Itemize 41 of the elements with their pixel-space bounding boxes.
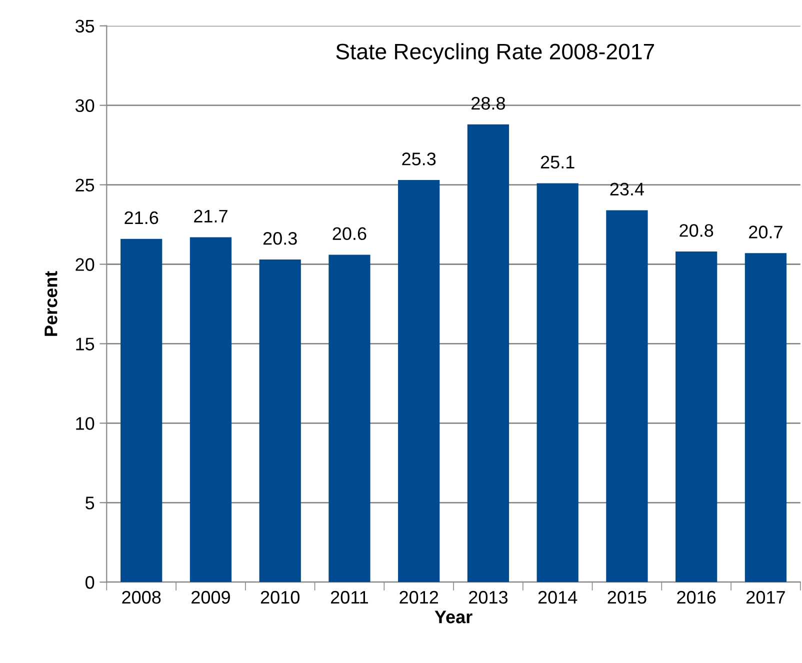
data-label: 20.6 (332, 227, 366, 240)
x-tick-label: 2009 (192, 590, 230, 604)
x-tick-label: 2013 (469, 590, 508, 604)
bar (467, 124, 510, 582)
y-axis-title: Percent (44, 271, 58, 336)
bar (328, 254, 370, 582)
bar (676, 252, 718, 582)
bar (190, 237, 232, 582)
text: State Recycling Rate 2008-2017 (336, 43, 654, 64)
bar (120, 238, 162, 582)
bar (536, 183, 578, 582)
y-tick-label: 5 (86, 496, 94, 510)
data-label: 20.7 (749, 226, 782, 238)
x-tick-label: 2010 (260, 590, 300, 604)
y-tick-label: 25 (76, 178, 94, 192)
x-tick-label: 2008 (122, 590, 161, 604)
x-tick-label: 2015 (608, 590, 646, 604)
y-tick-label: 0 (86, 576, 94, 589)
x-tick-label: 2012 (400, 590, 438, 604)
y-tick-label: 15 (76, 338, 94, 350)
x-tick-label: 2016 (677, 590, 716, 604)
x-axis-title: Year (434, 610, 472, 624)
data-label: 20.3 (263, 232, 297, 245)
bar (259, 259, 301, 582)
y-tick-label: 20 (76, 258, 94, 271)
data-label: 28.8 (472, 96, 506, 110)
data-label: 25.3 (402, 152, 436, 166)
data-label: 21.6 (124, 211, 158, 224)
data-label: 23.4 (610, 182, 644, 196)
bar (398, 180, 440, 582)
data-label: 20.8 (680, 224, 714, 237)
bar (606, 210, 648, 582)
y-tick-label: 30 (75, 99, 94, 112)
x-tick-label: 2011 (330, 590, 368, 604)
x-tick-label: 2014 (538, 590, 578, 604)
bar (744, 253, 787, 582)
data-label: 21.7 (194, 210, 228, 222)
data-label: 25.1 (540, 156, 574, 169)
x-tick-label: 2017 (746, 590, 785, 604)
y-tick-label: 10 (76, 417, 94, 430)
y-tick-label: 35 (75, 20, 94, 33)
